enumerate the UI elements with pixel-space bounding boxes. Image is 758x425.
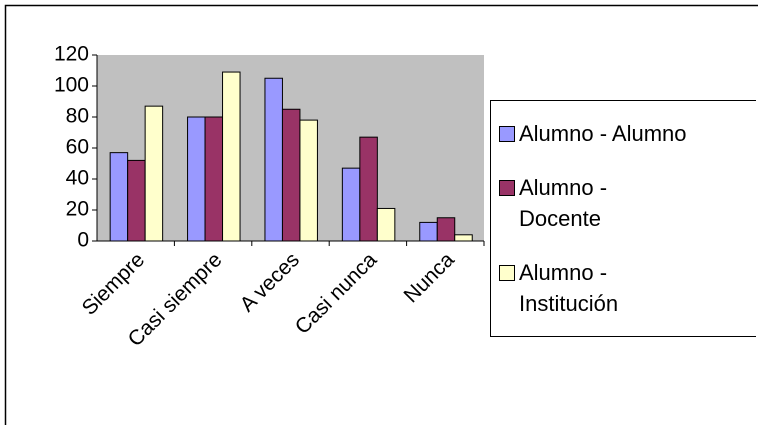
bar — [109, 152, 129, 242]
y-tick-label: 100 — [54, 74, 89, 97]
x-tick-label: A veces — [236, 248, 304, 316]
y-tick-label: 0 — [77, 229, 89, 252]
legend-entry: Alumno - Institución — [499, 257, 756, 319]
x-tick-label: Casi nunca — [291, 248, 382, 339]
y-tick-label: 120 — [54, 43, 89, 66]
bar — [454, 234, 473, 242]
bar — [187, 116, 206, 242]
legend-entry: Alumno - Alumno — [499, 118, 756, 149]
bar — [204, 116, 224, 242]
y-tick-label: 20 — [66, 198, 89, 221]
bar — [127, 159, 146, 242]
legend-swatch — [499, 126, 515, 143]
chart-border — [4, 4, 758, 425]
bar — [341, 167, 361, 242]
bar — [299, 119, 318, 242]
legend-swatch — [499, 264, 515, 281]
x-tick-label: Nunca — [400, 248, 459, 307]
y-tick-label: 60 — [66, 136, 89, 159]
y-tick-label: 80 — [66, 105, 89, 128]
legend-label: Alumno - Docente — [519, 174, 608, 231]
legend-label: Alumno - Alumno — [519, 121, 687, 147]
bar — [359, 136, 378, 242]
x-tick-label: Siempre — [78, 248, 150, 320]
y-tick-label: 40 — [66, 167, 89, 190]
legend-label: Alumno - Institución — [519, 259, 619, 316]
bar — [144, 105, 164, 242]
bar — [436, 217, 456, 242]
bar — [419, 221, 438, 242]
legend-entry: Alumno - Docente — [499, 172, 756, 234]
bar — [281, 108, 301, 242]
bar — [376, 207, 396, 242]
bar — [222, 71, 241, 242]
legend-swatch — [499, 179, 515, 196]
legend: Alumno - Alumno Alumno - Docente Alumno - … — [490, 100, 756, 337]
bar — [264, 77, 283, 242]
